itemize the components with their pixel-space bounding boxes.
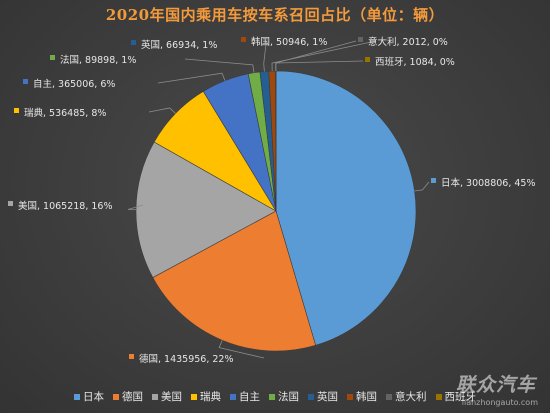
label-marker-9	[358, 37, 363, 42]
legend-item-6: 法国	[269, 389, 299, 404]
legend-label: 韩国	[356, 391, 377, 403]
pie-slice-1	[275, 70, 417, 346]
legend-item-8: 韩国	[347, 389, 377, 404]
legend-label: 德国	[122, 391, 143, 403]
data-label-4: 瑞典, 536485, 8%	[24, 107, 106, 119]
pie-slice-3	[135, 141, 277, 278]
data-label-8: 韩国, 50946, 1%	[251, 36, 327, 48]
legend-item-1: 日本	[74, 389, 104, 404]
legend-item-2: 德国	[113, 389, 143, 404]
legend-swatch	[308, 393, 314, 400]
legend-item-3: 美国	[152, 389, 182, 404]
legend-label: 西班牙	[444, 391, 477, 403]
leader-line-5	[157, 72, 226, 84]
label-marker-6	[50, 55, 55, 60]
legend-swatch	[152, 393, 158, 400]
data-label-7: 英国, 66934, 1%	[141, 39, 217, 51]
data-label-9: 意大利, 2012, 0%	[368, 36, 448, 48]
legend-swatch	[230, 393, 236, 400]
legend-swatch	[347, 393, 353, 400]
legend-swatch	[191, 393, 197, 400]
legend-label: 法国	[278, 391, 299, 403]
legend-swatch	[435, 393, 442, 400]
chart-legend: 日本 德国 美国 瑞典 自主 法国 英国 韩国 意大利 西班牙	[74, 389, 484, 404]
legend-item-5: 自主	[230, 389, 260, 404]
legend-label: 自主	[239, 391, 260, 403]
legend-item-9: 意大利	[386, 389, 427, 404]
leader-line-4	[148, 107, 176, 114]
leader-line-8	[271, 40, 377, 72]
data-label-5: 自主, 365006, 6%	[33, 78, 115, 90]
label-marker-8	[241, 37, 246, 42]
leader-line-1	[414, 181, 430, 192]
label-marker-3	[8, 201, 13, 206]
leader-line-3	[127, 204, 144, 210]
legend-swatch	[269, 393, 275, 400]
watermark-logo: 联众汽车	[455, 374, 536, 396]
data-label-10: 西班牙, 1084, 0%	[375, 56, 455, 68]
leader-line-10	[275, 60, 364, 72]
data-label-3: 美国, 1065218, 16%	[18, 200, 113, 212]
label-marker-2	[129, 354, 134, 359]
leader-line-6	[184, 58, 255, 73]
legend-swatch	[113, 393, 119, 400]
legend-swatch	[386, 393, 392, 400]
pie-slice-2	[152, 210, 316, 352]
legend-item-4: 瑞典	[191, 389, 221, 404]
legend-swatch	[74, 393, 80, 400]
watermark-url: lianzhongauto.com	[461, 398, 538, 407]
label-marker-4	[14, 108, 19, 113]
legend-label: 美国	[161, 391, 182, 403]
label-marker-10	[365, 57, 370, 62]
data-label-2: 德国, 1435956, 22%	[139, 353, 234, 365]
data-label-6: 法国, 89898, 1%	[60, 54, 136, 66]
legend-label: 瑞典	[200, 391, 221, 403]
label-marker-1	[431, 178, 436, 183]
leader-line-2	[218, 340, 265, 359]
legend-label: 日本	[83, 391, 104, 403]
data-label-1: 日本, 3008806, 45%	[441, 177, 536, 189]
legend-label: 英国	[317, 391, 338, 403]
label-marker-5	[23, 79, 28, 84]
label-marker-7	[131, 40, 136, 45]
legend-label: 意大利	[395, 391, 427, 403]
legend-item-10: 西班牙	[435, 389, 477, 404]
chart-title: 2020年国内乘用车按车系召回占比（单位：辆）	[105, 6, 445, 24]
legend-item-7: 英国	[308, 389, 338, 404]
leader-line-7	[263, 43, 267, 72]
